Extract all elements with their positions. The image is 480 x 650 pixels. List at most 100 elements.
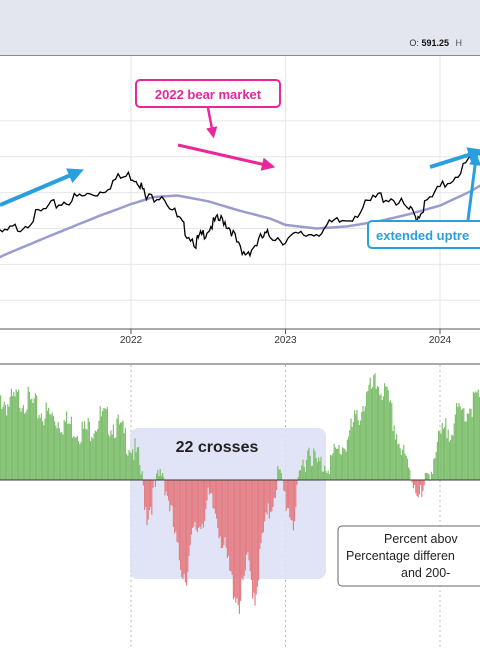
histogram-bar-negative <box>170 480 172 505</box>
histogram-bar-negative <box>193 480 195 527</box>
histogram-bar-positive <box>378 387 380 480</box>
histogram-bar-positive <box>103 408 105 480</box>
histogram-bar-negative <box>418 480 420 495</box>
histogram-bar-positive <box>460 410 462 480</box>
histogram-bar-positive <box>453 423 455 480</box>
histogram-bar-positive <box>314 451 316 480</box>
histogram-bar-positive <box>7 404 9 480</box>
histogram-bar-negative <box>285 480 287 511</box>
histogram-bar-positive <box>306 459 308 480</box>
histogram-bar-positive <box>381 400 383 480</box>
histogram-bar-positive <box>57 421 59 480</box>
histogram-bar-positive <box>307 450 309 480</box>
x-tick-label-2023: 2023 <box>274 335 297 346</box>
histogram-bar-positive <box>346 439 348 480</box>
histogram-bar-negative <box>184 480 186 583</box>
histogram-bar-negative <box>294 480 296 522</box>
histogram-bar-positive <box>111 434 113 480</box>
histogram-bar-negative <box>226 480 228 558</box>
panel-separator <box>0 351 480 365</box>
histogram-bar-positive <box>24 413 26 480</box>
histogram-bar-negative <box>186 480 188 586</box>
histogram-bar-positive <box>337 448 339 480</box>
histogram-bar-positive <box>1 409 3 480</box>
histogram-bar-positive <box>372 387 374 480</box>
histogram-bar-positive <box>54 421 56 480</box>
histogram-bar-positive <box>358 424 360 480</box>
histogram-bar-positive <box>432 474 434 480</box>
histogram-bar-negative <box>210 480 212 494</box>
histogram-bar-positive <box>124 428 126 480</box>
histogram-bar-positive <box>351 426 353 480</box>
histogram-bar-positive <box>110 430 112 480</box>
histogram-bar-positive <box>385 386 387 480</box>
indicator-note-line-3: and 200- <box>401 566 450 580</box>
histogram-bar-positive <box>324 465 326 480</box>
histogram-bar-positive <box>6 415 8 480</box>
histogram-bar-positive <box>391 403 393 480</box>
histogram-bar-negative <box>175 480 177 532</box>
histogram-bar-negative <box>228 480 230 556</box>
histogram-bar-positive <box>0 395 2 480</box>
histogram-bar-positive <box>136 447 138 480</box>
histogram-bar-negative <box>198 480 200 528</box>
histogram-bar-positive <box>447 429 449 480</box>
histogram-bar-positive <box>360 420 362 480</box>
histogram-bar-negative <box>177 480 179 543</box>
histogram-bar-positive <box>297 477 299 480</box>
histogram-bar-positive <box>81 421 83 480</box>
histogram-bar-negative <box>220 480 222 549</box>
histogram-bar-positive <box>76 435 78 480</box>
histogram-bar-positive <box>364 406 366 480</box>
histogram-bar-negative <box>284 480 286 492</box>
histogram-bar-negative <box>218 480 220 539</box>
histogram-bar-positive <box>63 419 65 480</box>
histogram-bar-negative <box>262 480 264 533</box>
histogram-bar-negative <box>194 480 196 522</box>
histogram-bar-negative <box>416 480 418 496</box>
histogram-bar-positive <box>130 453 132 480</box>
histogram-bar-positive <box>39 417 41 480</box>
histogram-bar-positive <box>163 477 165 480</box>
histogram-bar-negative <box>231 480 233 575</box>
histogram-bar-positive <box>8 406 10 480</box>
histogram-bar-positive <box>387 390 389 480</box>
histogram-bar-positive <box>321 471 323 480</box>
histogram-bar-positive <box>66 411 68 480</box>
histogram-bar-negative <box>225 480 227 548</box>
histogram-bar-positive <box>459 406 461 480</box>
histogram-bar-negative <box>268 480 270 519</box>
histogram-bar-negative <box>214 480 216 514</box>
histogram-bar-positive <box>277 466 279 480</box>
histogram-bar-positive <box>446 438 448 480</box>
histogram-bar-positive <box>427 473 429 480</box>
histogram-bar-positive <box>374 373 376 480</box>
histogram-bar-positive <box>20 411 22 480</box>
histogram-bar-positive <box>68 423 70 480</box>
histogram-bar-negative <box>182 480 184 580</box>
histogram-bar-negative <box>164 480 166 496</box>
histogram-bar-positive <box>10 388 12 480</box>
bear-arrow-pointer <box>206 107 218 139</box>
histogram-bar-positive <box>34 393 36 480</box>
histogram-bar-negative <box>206 480 208 501</box>
histogram-bar-negative <box>422 480 424 491</box>
histogram-bar-positive <box>72 437 74 480</box>
histogram-bar-positive <box>300 470 302 480</box>
histogram-bar-positive <box>328 474 330 480</box>
histogram-bar-negative <box>253 480 255 593</box>
histogram-bar-negative <box>166 480 168 496</box>
histogram-bar-positive <box>474 392 476 480</box>
histogram-bar-positive <box>456 402 458 480</box>
histogram-bar-positive <box>52 415 54 480</box>
histogram-bar-positive <box>476 392 478 480</box>
histogram-bar-negative <box>172 480 174 527</box>
histogram-bar-positive <box>75 437 77 480</box>
histogram-bar-positive <box>363 411 365 480</box>
histogram-bar-positive <box>120 422 122 480</box>
histogram-bar-negative <box>238 480 240 614</box>
histogram-bar-negative <box>250 480 252 581</box>
histogram-bar-positive <box>108 434 110 480</box>
histogram-bar-negative <box>249 480 251 572</box>
histogram-bar-positive <box>28 391 30 480</box>
